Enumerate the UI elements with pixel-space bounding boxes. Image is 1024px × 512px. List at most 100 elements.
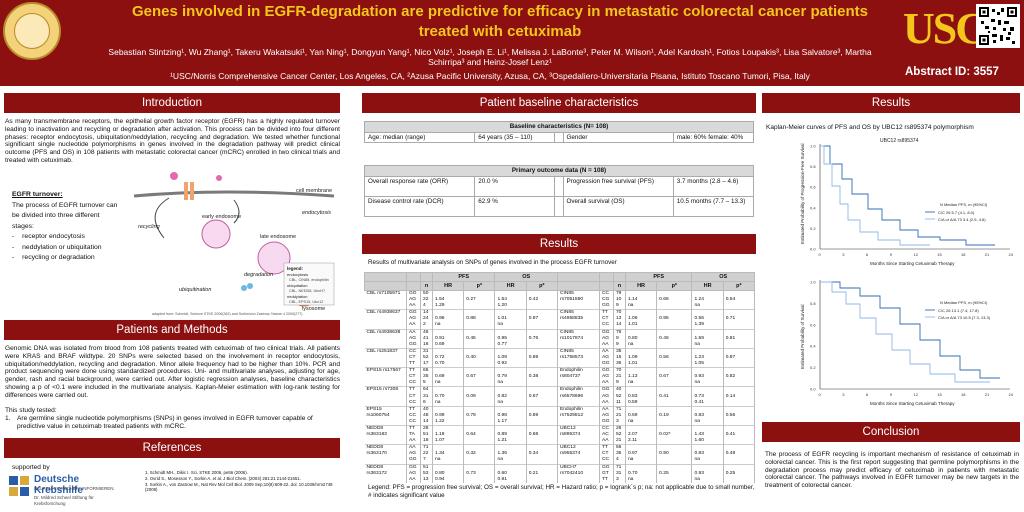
diagram-label: ubiquitation <box>287 283 307 288</box>
table-cell <box>625 405 658 413</box>
table-row: AA 2 na na CC 14 1.01 1.39 <box>365 322 756 330</box>
egfr-receptor-icon <box>184 182 188 200</box>
table-cell <box>656 322 693 330</box>
table-cell <box>625 444 658 452</box>
table-cell <box>526 380 558 387</box>
table-cell <box>463 424 496 433</box>
table-cell: 53 <box>420 470 433 477</box>
table-cell: 46 <box>420 328 433 336</box>
table-cell: 1.09 <box>625 354 658 362</box>
km-plot-pfs: UBC12 rs895374 Estimated Probability of … <box>800 138 1014 266</box>
table-cell <box>625 367 658 375</box>
outcome-table: Primary outcome data (N = 108) Overall r… <box>363 165 755 217</box>
table-cell: 71 <box>420 444 433 452</box>
gene-cell: UBC12 rs895374 <box>557 424 600 445</box>
table-cell: 0.88 <box>463 316 496 323</box>
table-cell <box>432 347 465 355</box>
stage-item: - recycling or degradation <box>12 254 95 261</box>
km-legend-line: N Median PFS, m (95%CI) <box>940 300 988 305</box>
km-ytick: 0.4 <box>810 205 816 210</box>
diagram-label: late endosome <box>260 234 296 240</box>
table-cell <box>526 361 558 368</box>
table-cell: AA <box>406 322 421 330</box>
table-cell: 0.59 <box>625 399 658 407</box>
gene-cell: CBL rs4938638 <box>364 328 407 349</box>
table-cell <box>723 328 756 336</box>
table-row: NEDD8 rs363170 AA 71 UBC12 rs955374 TT 56 <box>364 444 756 465</box>
table-cell <box>463 386 496 394</box>
table-cell: CT <box>406 393 421 400</box>
egfr-receptor-icon <box>190 182 194 200</box>
table-cell: 0.70 <box>432 361 465 368</box>
table-cell: 0.83 <box>691 451 724 458</box>
table-cell: 0.19 <box>656 412 693 419</box>
table-cell <box>494 405 527 413</box>
table-cell: 1.01 <box>494 316 527 323</box>
table-cell: CC <box>406 418 421 426</box>
table-cell <box>494 309 527 317</box>
table-cell <box>723 322 756 330</box>
table-cell: 14 <box>420 309 433 317</box>
table-cell: 1.17 <box>494 418 527 426</box>
table-cell: na <box>625 476 658 483</box>
table-cell: 36 <box>613 361 626 368</box>
table-cell: TT <box>406 386 421 394</box>
table-cell <box>691 424 724 433</box>
table-cell: 79 <box>613 290 626 298</box>
table-cell: TT <box>406 405 421 413</box>
table-cell <box>625 386 658 394</box>
table-cell: 10.5 months (7.7 – 13.3) <box>672 195 755 217</box>
table-cell <box>691 444 724 452</box>
table-cell: 0.81 <box>723 335 756 342</box>
egfr-turnover-diagram: cell membrane early endosome late endoso… <box>124 168 340 318</box>
table-cell: 71 <box>613 405 626 413</box>
table-cell: 11 <box>613 399 626 407</box>
table-cell: na <box>494 322 527 330</box>
table-cell <box>463 341 496 349</box>
table-cell: AA <box>599 405 614 413</box>
conclusion-text: The process of EGFR recycling is importa… <box>765 451 1019 490</box>
table-cell <box>463 463 496 471</box>
table-cell: GT <box>599 470 614 477</box>
table-cell <box>656 444 693 452</box>
table-cell: AA <box>599 347 614 355</box>
stage-label: neddylation or ubiquitation <box>22 243 102 251</box>
abstract-id: Abstract ID: 3557 <box>905 66 999 78</box>
table-cell: 1.18 <box>432 432 465 439</box>
column-header: HR <box>431 281 465 291</box>
km-xtick: 0 <box>819 392 822 397</box>
table-cell: 28 <box>420 424 433 433</box>
table-cell <box>526 386 558 394</box>
results-mid-header: Results <box>362 234 756 254</box>
table-cell <box>691 309 724 317</box>
table-row: AG 22 1.34 0.32 1.36 0.34 CT 35 0.97 0.90 0.83 0.48 <box>365 451 756 458</box>
table-cell: 1.21 <box>494 438 527 445</box>
table-cell: 35 <box>613 451 626 458</box>
km-ytick: 0.6 <box>810 185 816 190</box>
table-cell: GG <box>406 290 421 298</box>
table-cell: 0.94 <box>432 476 465 483</box>
table-row: AA 4 1.29 1.20 GG 9 na na <box>365 303 756 310</box>
gene-cell: CBL rs7105971 <box>364 289 407 310</box>
table-row: NEDD8 rs363172 GG 51 UBCH7 rs7042410 GG 71 <box>364 463 756 483</box>
table-cell <box>656 386 693 394</box>
table-cell: 35 <box>613 347 626 355</box>
table-cell: 0.80 <box>625 335 658 342</box>
table-cell: CC <box>599 424 614 433</box>
table-row: Overall response rate (ORR) 20.0 % Progr… <box>363 175 755 197</box>
table-cell: 4 <box>613 457 626 465</box>
table-cell <box>494 367 527 375</box>
table-cell: CC <box>599 290 614 298</box>
table-cell <box>432 405 465 413</box>
gene-cell: CIN85 rs1017874 <box>557 328 600 349</box>
sponsor-logo-icon <box>9 476 29 496</box>
table-cell <box>526 303 558 310</box>
table-cell: Age: median (range) <box>363 131 476 143</box>
gene-cell: NEDD8 rs363172 <box>364 463 407 483</box>
table-cell <box>526 367 558 375</box>
table-cell: AG <box>599 335 614 342</box>
table-cell <box>463 361 496 368</box>
gene-cell: EPS15 rs1060754 <box>364 405 407 426</box>
egf-ligand-icon <box>216 175 222 181</box>
table-cell <box>526 418 558 426</box>
